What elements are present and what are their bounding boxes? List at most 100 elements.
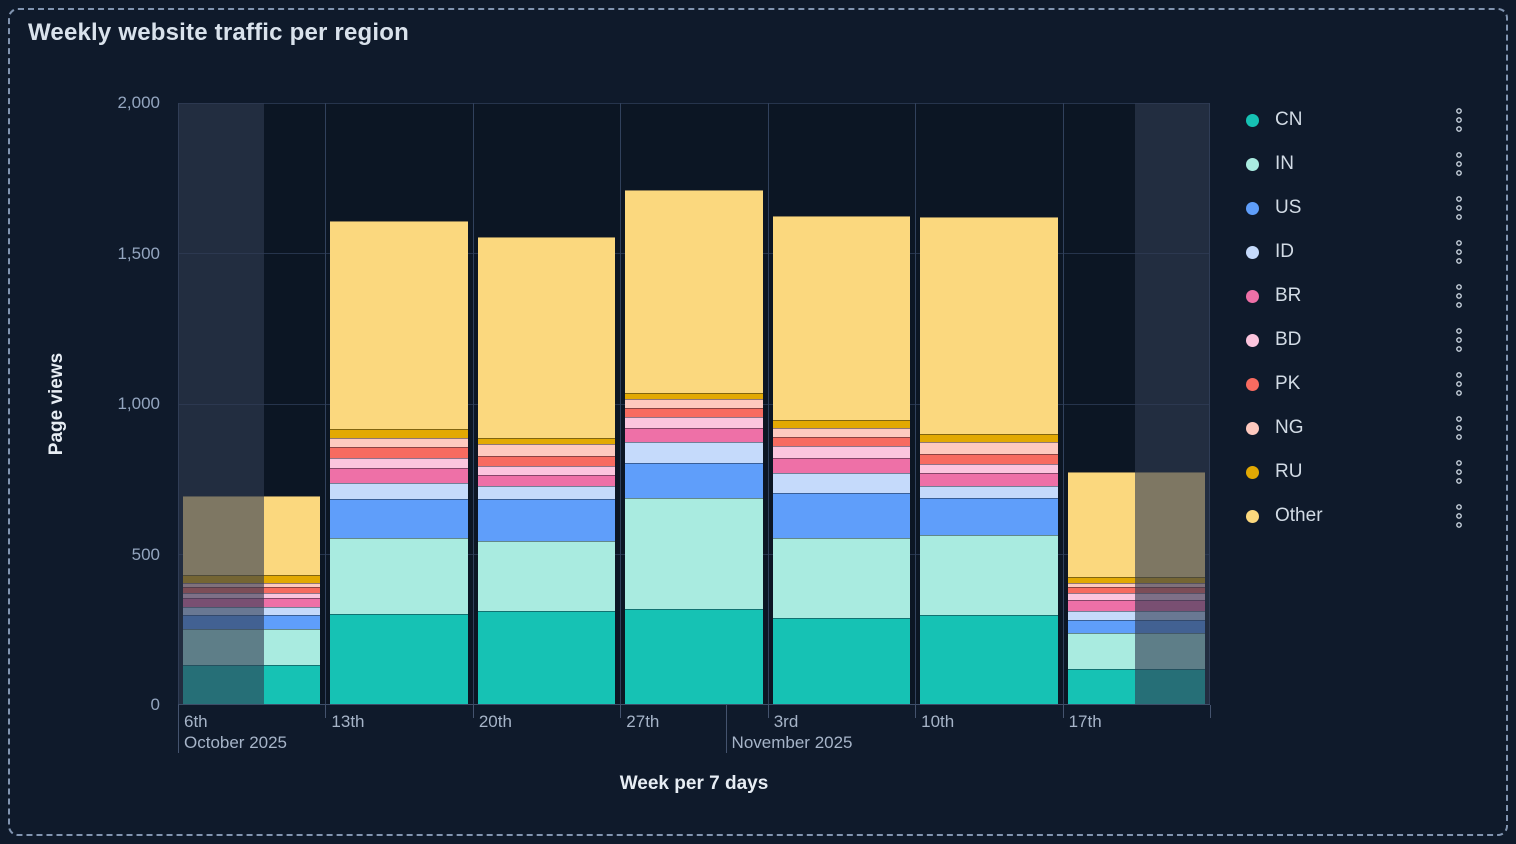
legend-dot-ru [1246,465,1259,479]
bar-segment-pk-20th[interactable] [477,456,616,467]
bar-20th [477,236,616,704]
legend-dot-bd [1246,333,1259,347]
legend-dot-cn [1246,113,1259,127]
legend-options-icon[interactable] [1454,107,1464,133]
legend-item-ru[interactable]: RU [1240,450,1476,494]
legend-label-ru: RU [1275,461,1303,482]
y-tick-label: 0 [150,695,160,714]
bar-segment-id-20th[interactable] [477,485,616,500]
bar-segment-us-20th[interactable] [477,499,616,542]
legend-options-icon[interactable] [1454,459,1464,485]
legend-dot-br [1246,289,1259,303]
bar-segment-cn-10th[interactable] [920,615,1058,704]
legend-options-icon[interactable] [1454,239,1464,265]
legend-dot-us [1246,201,1259,215]
bar-segment-br-27th[interactable] [625,428,763,443]
bar-segment-ng-20th[interactable] [477,444,616,457]
x-axis-tick [620,705,622,718]
bar-segment-ru-20th[interactable] [477,438,616,445]
legend-options-icon[interactable] [1454,195,1464,221]
bar-segment-br-20th[interactable] [477,475,616,486]
bar-segment-id-27th[interactable] [625,442,763,464]
x-tick-label-6th: 6th [184,712,208,731]
bar-segment-ng-3rd[interactable] [772,428,911,438]
bar-segment-in-13th[interactable] [330,538,468,614]
bar-segment-other-3rd[interactable] [772,216,911,420]
legend-item-in[interactable]: IN [1240,142,1476,186]
bar-segment-pk-13th[interactable] [330,446,468,458]
dim-overlay-right [1135,103,1210,704]
legend-item-ng[interactable]: NG [1240,406,1476,450]
bar-segment-in-10th[interactable] [920,535,1058,616]
legend-item-other[interactable]: Other [1240,494,1476,538]
bar-segment-other-10th[interactable] [920,217,1058,435]
gridline-vertical [768,103,769,704]
legend-item-us[interactable]: US [1240,186,1476,230]
legend-options-icon[interactable] [1454,371,1464,397]
bar-segment-us-3rd[interactable] [772,493,911,539]
gridline-vertical [915,103,916,704]
dim-overlay-left [178,103,264,704]
bar-segment-cn-27th[interactable] [625,609,763,704]
month-boundary-tick [178,705,179,753]
legend-dot-id [1246,245,1259,259]
bar-segment-us-10th[interactable] [920,497,1058,536]
bar-segment-id-10th[interactable] [920,485,1058,498]
plot-area [178,102,1210,705]
bar-segment-in-3rd[interactable] [772,538,911,619]
bar-segment-ru-10th[interactable] [920,434,1058,443]
legend-options-icon[interactable] [1454,283,1464,309]
legend-label-pk: PK [1275,373,1301,394]
bar-segment-ru-27th[interactable] [625,392,763,399]
bar-segment-other-13th[interactable] [330,220,468,429]
legend-options-icon[interactable] [1454,503,1464,529]
x-axis-tick [1062,705,1064,718]
bar-segment-pk-3rd[interactable] [772,437,911,446]
bar-segment-id-13th[interactable] [330,483,468,500]
bar-segment-bd-3rd[interactable] [772,445,911,458]
bar-segment-br-3rd[interactable] [772,457,911,473]
x-tick-label-13th: 13th [331,712,365,731]
bar-segment-us-27th[interactable] [625,463,763,498]
bar-segment-bd-13th[interactable] [330,457,468,469]
y-tick-label: 1,000 [117,394,160,413]
legend-dot-pk [1246,377,1259,391]
bar-segment-in-20th[interactable] [477,541,616,611]
legend-item-cn[interactable]: CN [1240,98,1476,142]
bar-segment-br-13th[interactable] [330,468,468,484]
bar-segment-other-27th[interactable] [625,189,763,393]
bar-segment-bd-10th[interactable] [920,463,1058,474]
y-tick-label: 2,000 [117,93,160,112]
bar-segment-ng-13th[interactable] [330,437,468,447]
bar-segment-pk-10th[interactable] [920,454,1058,464]
bar-segment-cn-13th[interactable] [330,613,468,704]
legend-options-icon[interactable] [1454,151,1464,177]
month-label: November 2025 [731,733,853,752]
bar-segment-us-13th[interactable] [330,499,468,539]
bar-segment-br-10th[interactable] [920,473,1058,486]
legend-item-pk[interactable]: PK [1240,362,1476,406]
gridline-vertical [325,103,326,704]
bar-segment-id-3rd[interactable] [772,472,911,494]
bar-segment-pk-27th[interactable] [625,408,763,417]
bar-segment-ng-10th[interactable] [920,442,1058,455]
legend-label-id: ID [1275,241,1294,262]
legend-item-br[interactable]: BR [1240,274,1476,318]
legend-dot-other [1246,509,1259,523]
x-tick-label-10th: 10th [921,712,955,731]
legend-item-id[interactable]: ID [1240,230,1476,274]
bar-segment-ng-27th[interactable] [625,398,763,409]
bar-segment-ru-13th[interactable] [330,428,468,438]
legend-options-icon[interactable] [1454,327,1464,353]
bar-segment-cn-20th[interactable] [477,610,616,704]
bar-segment-bd-20th[interactable] [477,466,616,476]
bar-segment-other-20th[interactable] [477,236,616,439]
bar-segment-ru-3rd[interactable] [772,419,911,429]
legend-dot-ng [1246,421,1259,435]
bar-segment-cn-3rd[interactable] [772,618,911,704]
legend-options-icon[interactable] [1454,415,1464,441]
bar-10th [920,217,1058,704]
bar-segment-bd-27th[interactable] [625,416,763,429]
legend-item-bd[interactable]: BD [1240,318,1476,362]
bar-segment-in-27th[interactable] [625,497,763,610]
